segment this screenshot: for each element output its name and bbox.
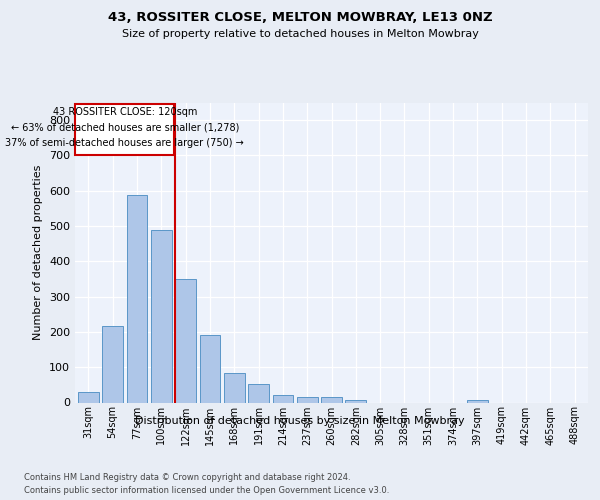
- Text: Distribution of detached houses by size in Melton Mowbray: Distribution of detached houses by size …: [135, 416, 465, 426]
- Bar: [321, 397, 342, 402]
- Bar: [272, 396, 293, 402]
- Bar: [224, 373, 245, 402]
- Text: 37% of semi-detached houses are larger (750) →: 37% of semi-detached houses are larger (…: [5, 138, 244, 148]
- Bar: [467, 400, 488, 402]
- Text: 43, ROSSITER CLOSE, MELTON MOWBRAY, LE13 0NZ: 43, ROSSITER CLOSE, MELTON MOWBRAY, LE13…: [107, 11, 493, 24]
- Bar: [346, 400, 366, 402]
- Bar: [103, 326, 123, 402]
- Bar: [248, 384, 269, 402]
- FancyBboxPatch shape: [76, 104, 174, 156]
- Text: Size of property relative to detached houses in Melton Mowbray: Size of property relative to detached ho…: [122, 29, 478, 39]
- Text: Contains public sector information licensed under the Open Government Licence v3: Contains public sector information licen…: [24, 486, 389, 495]
- Y-axis label: Number of detached properties: Number of detached properties: [34, 165, 43, 340]
- Text: Contains HM Land Registry data © Crown copyright and database right 2024.: Contains HM Land Registry data © Crown c…: [24, 472, 350, 482]
- Bar: [200, 336, 220, 402]
- Bar: [151, 230, 172, 402]
- Text: ← 63% of detached houses are smaller (1,278): ← 63% of detached houses are smaller (1,…: [11, 122, 239, 132]
- Bar: [297, 397, 317, 402]
- Text: 43 ROSSITER CLOSE: 120sqm: 43 ROSSITER CLOSE: 120sqm: [53, 107, 197, 117]
- Bar: [175, 279, 196, 402]
- Bar: [78, 392, 99, 402]
- Bar: [127, 195, 148, 402]
